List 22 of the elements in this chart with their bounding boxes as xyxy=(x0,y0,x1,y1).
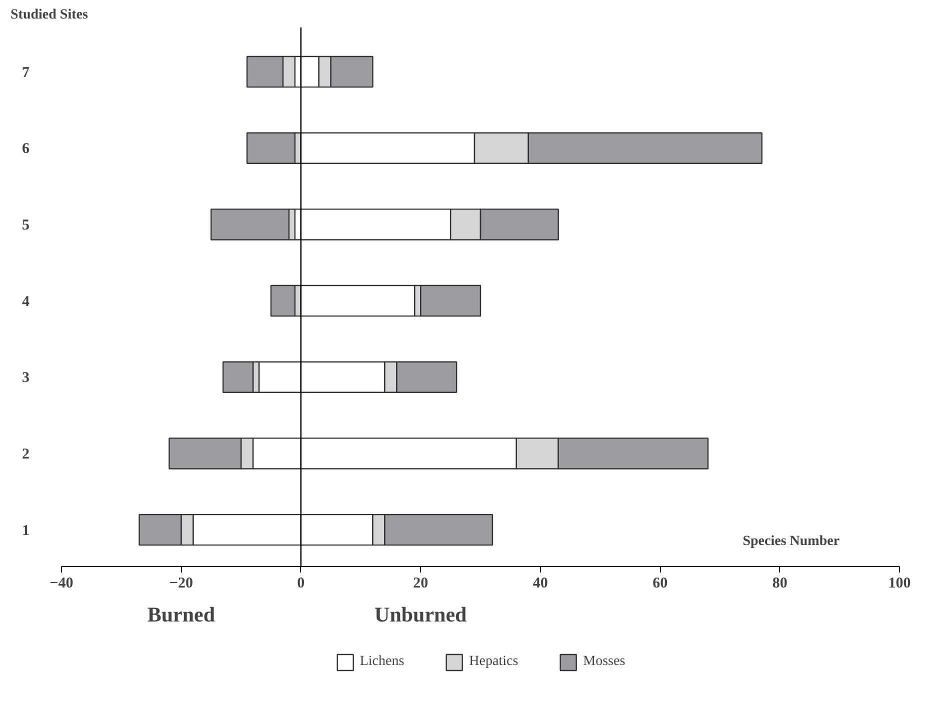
y-axis-title: Studied Sites xyxy=(10,8,88,22)
y-tick-label: 5 xyxy=(22,217,30,234)
y-tick-label: 7 xyxy=(22,64,30,81)
legend-label: Hepatics xyxy=(469,654,518,670)
x-tick-label: 100 xyxy=(888,575,911,592)
y-tick-label: 6 xyxy=(22,141,30,158)
legend-label: Lichens xyxy=(360,654,404,670)
x-tick-label: 80 xyxy=(772,575,788,592)
x-tick-label: 40 xyxy=(532,575,548,592)
x-tick-label: 20 xyxy=(413,575,428,592)
text: Burned xyxy=(147,602,216,626)
y-tick-label: 1 xyxy=(22,522,30,539)
y-tick-label: 3 xyxy=(22,370,30,386)
legend-label: Mosses xyxy=(583,654,626,670)
x-tick-label: −20 xyxy=(169,575,193,592)
x-tick-label: 0 xyxy=(297,575,305,592)
x-tick-label: −40 xyxy=(50,575,74,592)
x-tick-label: 60 xyxy=(652,575,668,592)
y-tick-label: 2 xyxy=(22,446,30,462)
x-axis-title: Species Number xyxy=(742,534,840,549)
y-tick-label: 4 xyxy=(22,294,30,310)
text: Unburned xyxy=(374,602,468,626)
